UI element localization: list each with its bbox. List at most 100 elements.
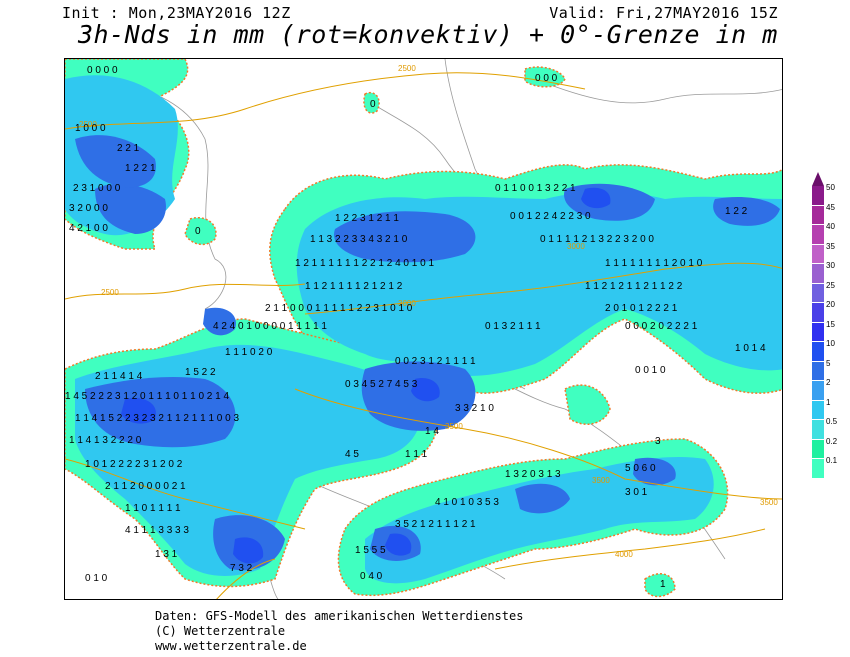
svg-text:2 3 1 0 0 0: 2 3 1 0 0 0	[73, 183, 121, 194]
svg-text:4 2 1 0 0: 4 2 1 0 0	[69, 223, 108, 234]
legend-swatch	[812, 439, 824, 459]
svg-text:0: 0	[370, 99, 376, 110]
legend-swatch	[812, 225, 824, 245]
legend-bar	[812, 186, 824, 479]
legend-label: 2	[826, 378, 831, 387]
svg-text:1 1 4 1 5 2 2 3 2 3 2 1 1 2 1: 1 1 4 1 5 2 2 3 2 3 2 1 1 2 1 1 1 0 0 3	[75, 413, 239, 424]
legend-label: 1	[826, 397, 831, 407]
svg-text:2 0 1 0 1 2 2 2 1: 2 0 1 0 1 2 2 2 1	[605, 303, 678, 314]
svg-text:0 4 0: 0 4 0	[360, 571, 383, 582]
isoline-label: 3500	[592, 476, 610, 485]
svg-text:0 0 0: 0 0 0	[535, 73, 558, 84]
svg-text:4 5: 4 5	[345, 449, 359, 460]
map-graphic: 2500 2500 2500 3000 3000 3500 3500 3500 …	[65, 59, 782, 599]
precipitation-map: 2500 2500 2500 3000 3000 3500 3500 3500 …	[64, 58, 783, 600]
legend-swatch	[812, 420, 824, 440]
legend-label: 20	[826, 300, 835, 309]
svg-text:7 3 2: 7 3 2	[230, 563, 253, 574]
footer-data-source: Daten: GFS-Modell des amerikanischen Wet…	[155, 609, 524, 623]
svg-text:1 2 2: 1 2 2	[725, 206, 748, 217]
legend-swatch	[812, 381, 824, 401]
legend-swatch	[812, 264, 824, 284]
svg-text:0 0 1 0: 0 0 1 0	[635, 365, 666, 376]
legend-swatch	[812, 400, 824, 420]
svg-text:2 2 1: 2 2 1	[117, 143, 140, 154]
isoline-label: 2500	[398, 64, 416, 73]
svg-text:1 1 0 1 1 1 1: 1 1 0 1 1 1 1	[125, 503, 181, 514]
svg-text:0: 0	[195, 226, 201, 237]
svg-text:0 0 0 0: 0 0 0 0	[87, 65, 118, 76]
svg-text:1 2 1 1 1 1 1 1 2 2 1 2 4 0 1: 1 2 1 1 1 1 1 1 2 2 1 2 4 0 1 0 1	[295, 258, 434, 269]
svg-text:3: 3	[655, 436, 661, 447]
svg-text:1: 1	[660, 579, 666, 590]
legend-label: 0.2	[826, 436, 838, 446]
isoline-label: 2500	[79, 120, 97, 129]
isoline-labels: 2500 2500 2500 3000 3000 3500 3500 3500 …	[79, 64, 778, 559]
legend-label: 30	[826, 261, 835, 270]
svg-text:1 4: 1 4	[425, 426, 439, 437]
legend-label: 0.5	[826, 417, 838, 426]
svg-text:1 1 1: 1 1 1	[405, 449, 428, 460]
svg-text:2 1 1 0 0 0 1 1 1 1 1 2 2 3 1: 2 1 1 0 0 0 1 1 1 1 1 2 2 3 1 0 1 0	[265, 303, 413, 314]
legend-arrow	[812, 172, 824, 186]
isoline-label: 3500	[445, 422, 463, 431]
map-title: 3h-Nds in mm (rot=konvektiv) + 0°-Grenze…	[78, 20, 778, 49]
svg-text:1 4 5 2 2 2 3 1 2 0 1 1 1 0 1: 1 4 5 2 2 2 3 1 2 0 1 1 1 0 1 1 0 2 1 4	[65, 391, 229, 402]
legend-swatch	[812, 205, 824, 225]
svg-text:3 0 1: 3 0 1	[625, 487, 648, 498]
svg-text:1 3 1: 1 3 1	[155, 549, 178, 560]
valid-time: Valid: Fri,27MAY2016 15Z	[549, 4, 778, 22]
svg-text:2 1 1 4 1 4: 2 1 1 4 1 4	[95, 371, 143, 382]
legend-swatch	[812, 283, 824, 303]
svg-text:4 1 0 1 0 3 5 3: 4 1 0 1 0 3 5 3	[435, 497, 499, 508]
svg-text:0 1 1 0 0 1 3 2 2 1: 0 1 1 0 0 1 3 2 2 1	[495, 183, 576, 194]
svg-text:1 1 1 0 2 0: 1 1 1 0 2 0	[225, 347, 273, 358]
legend-swatch	[812, 322, 824, 342]
svg-text:1 1 2 1 2 1 1 2 1 1 2 2: 1 1 2 1 2 1 1 2 1 1 2 2	[585, 281, 683, 292]
svg-text:1 5 5 5: 1 5 5 5	[355, 545, 386, 556]
svg-text:1 1 1 1 1 1 1 1 2 0 1 0: 1 1 1 1 1 1 1 1 2 0 1 0	[605, 258, 703, 269]
svg-text:1 1 4 1 3 2 2 2 0: 1 1 4 1 3 2 2 2 0	[69, 435, 142, 446]
legend-label: 40	[826, 222, 835, 231]
legend-swatch	[812, 303, 824, 323]
precipitation-legend: 50 45 40 35 30 25 20 15 10 5 2 1 0.5 0.2 0.1	[812, 172, 837, 479]
svg-text:3 2 0 0 0: 3 2 0 0 0	[69, 203, 108, 214]
legend-label: 45	[826, 202, 835, 212]
precip-heavy	[75, 135, 780, 571]
legend-label: 10	[826, 339, 835, 348]
svg-text:0 0 2 3 1 2 1 1 1 1: 0 0 2 3 1 2 1 1 1 1	[395, 356, 476, 367]
svg-text:1 0 0 0: 1 0 0 0	[75, 123, 106, 134]
footer-website: www.wetterzentrale.de	[155, 639, 307, 653]
legend-swatch	[812, 342, 824, 362]
svg-text:5 0 6 0: 5 0 6 0	[625, 463, 656, 474]
svg-text:1 3 2 0 3 1 3: 1 3 2 0 3 1 3	[505, 469, 561, 480]
svg-text:4 2 4 0 1 0 0 0 0 1 1 1 1 1: 4 2 4 0 1 0 0 0 0 1 1 1 1 1	[213, 321, 327, 332]
svg-text:1 1 3 2 2 3 3 4 3 2 1 0: 1 1 3 2 2 3 3 4 3 2 1 0	[310, 234, 408, 245]
svg-text:0 1 0: 0 1 0	[85, 573, 108, 584]
svg-text:1 5 2 2: 1 5 2 2	[185, 367, 216, 378]
legend-swatch	[812, 186, 824, 206]
legend-swatch	[812, 361, 824, 381]
grid-values: 0 0 0 0 0 0 0 0 1 0 0 0 2 2 1 1 2 2 1 2 3 1 …	[65, 65, 766, 590]
footer-copyright: (C) Wetterzentrale	[155, 624, 286, 638]
svg-text:2 1 1 2 0 0 0 0 2 1: 2 1 1 2 0 0 0 0 2 1	[105, 481, 186, 492]
svg-text:0 0 0 2 0 2 2 2 1: 0 0 0 2 0 2 2 2 1	[625, 321, 698, 332]
isoline-label: 3000	[398, 299, 416, 308]
footer: Daten: GFS-Modell des amerikanischen Wet…	[155, 609, 523, 654]
svg-text:1 0 1 4: 1 0 1 4	[735, 343, 766, 354]
svg-text:1 2 2 1: 1 2 2 1	[125, 163, 156, 174]
svg-text:4 1 1 1 3 3 3 3: 4 1 1 1 3 3 3 3	[125, 525, 189, 536]
svg-text:0 0 1 2 2 4 2 2 3 0: 0 0 1 2 2 4 2 2 3 0	[510, 211, 591, 222]
legend-label: 35	[826, 241, 835, 251]
svg-text:0 3 4 5 2 7 4 5 3: 0 3 4 5 2 7 4 5 3	[345, 379, 418, 390]
legend-label: 50	[826, 183, 835, 192]
isoline-label: 2500	[101, 288, 119, 297]
init-time: Init : Mon,23MAY2016 12Z	[62, 4, 291, 22]
freezing-level-isolines	[65, 72, 782, 599]
precip-intense	[121, 187, 611, 564]
isoline-label: 4000	[615, 550, 633, 559]
svg-text:1 2 2 3 1 2 1 1: 1 2 2 3 1 2 1 1	[335, 213, 399, 224]
legend-label: 15	[826, 319, 835, 329]
isoline-label: 3000	[567, 242, 585, 251]
isoline-label: 3500	[760, 498, 778, 507]
